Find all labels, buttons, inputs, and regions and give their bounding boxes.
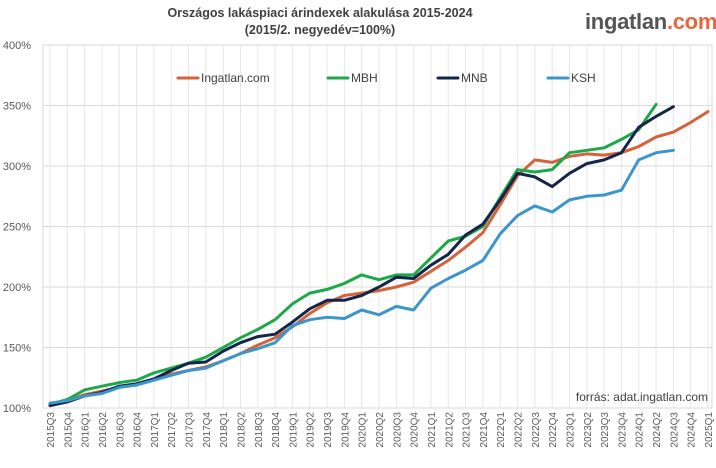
x-tick-label: 2025Q1 [704,412,715,448]
x-tick-label: 2019Q3 [323,412,334,448]
legend-label: KSH [571,71,596,85]
y-tick-label: 350% [3,101,31,113]
source-note: forrás: adat.ingatlan.com [576,390,708,404]
y-tick-label: 100% [3,403,31,415]
x-tick-label: 2022Q4 [548,412,559,448]
chart-subtitle: (2015/2. negyedév=100%) [244,23,396,37]
x-tick-label: 2018Q2 [236,412,247,448]
y-tick-label: 250% [3,222,31,234]
x-tick-label: 2019Q2 [306,412,317,448]
x-tick-label: 2023Q1 [565,412,576,448]
x-tick-label: 2023Q3 [600,412,611,448]
x-tick-label: 2021Q4 [479,412,490,448]
y-tick-label: 200% [3,282,31,294]
x-tick-label: 2022Q1 [496,412,507,448]
x-tick-label: 2024Q2 [652,412,663,448]
x-tick-label: 2017Q3 [185,412,196,448]
x-tick-label: 2022Q3 [531,412,542,448]
legend-label: MNB [461,71,488,85]
logo-text-domain: .com [666,9,716,34]
x-tick-label: 2016Q4 [133,412,144,448]
x-tick-label: 2024Q1 [635,412,646,448]
x-tick-label: 2020Q2 [375,412,386,448]
x-tick-label: 2018Q1 [219,412,230,448]
legend-label: Ingatlan.com [201,71,270,85]
x-tick-label: 2020Q1 [358,412,369,448]
x-tick-label: 2018Q4 [271,412,282,448]
x-tick-label: 2015Q4 [63,412,74,448]
x-tick-label: 2015Q3 [46,412,57,448]
x-tick-label: 2016Q1 [81,412,92,448]
x-tick-label: 2021Q1 [427,412,438,448]
plot-area-border [42,44,713,409]
x-tick-label: 2017Q2 [167,412,178,448]
y-tick-label: 400% [3,40,31,52]
series-line-ksh [48,148,675,405]
x-tick-label: 2020Q3 [392,412,403,448]
x-tick-label: 2019Q4 [340,412,351,448]
x-tick-label: 2023Q2 [583,412,594,448]
x-tick-label: 2022Q2 [514,412,525,448]
x-tick-label: 2017Q1 [150,412,161,448]
x-tick-label: 2024Q3 [669,412,680,448]
y-tick-label: 150% [3,343,31,355]
x-tick-label: 2016Q3 [115,412,126,448]
logo-text-main: ingatlan [585,9,667,34]
x-tick-label: 2023Q4 [617,412,628,448]
ingatlan-logo: ingatlan.com [585,9,716,35]
x-tick-label: 2024Q4 [687,412,698,448]
x-tick-label: 2021Q2 [444,412,455,448]
x-tick-label: 2017Q4 [202,412,213,448]
x-tick-label: 2018Q3 [254,412,265,448]
x-tick-label: 2021Q3 [462,412,473,448]
series-line-mbh [48,102,658,406]
x-tick-label: 2016Q2 [98,412,109,448]
x-tick-label: 2019Q1 [288,412,299,448]
chart-title-line1: Országos lakáspiaci árindexek alakulása … [167,6,473,20]
x-tick-label: 2020Q4 [410,412,421,448]
y-tick-label: 300% [3,161,31,173]
legend-label: MBH [351,71,378,85]
chart-title: Országos lakáspiaci árindexek alakulása … [120,5,520,39]
